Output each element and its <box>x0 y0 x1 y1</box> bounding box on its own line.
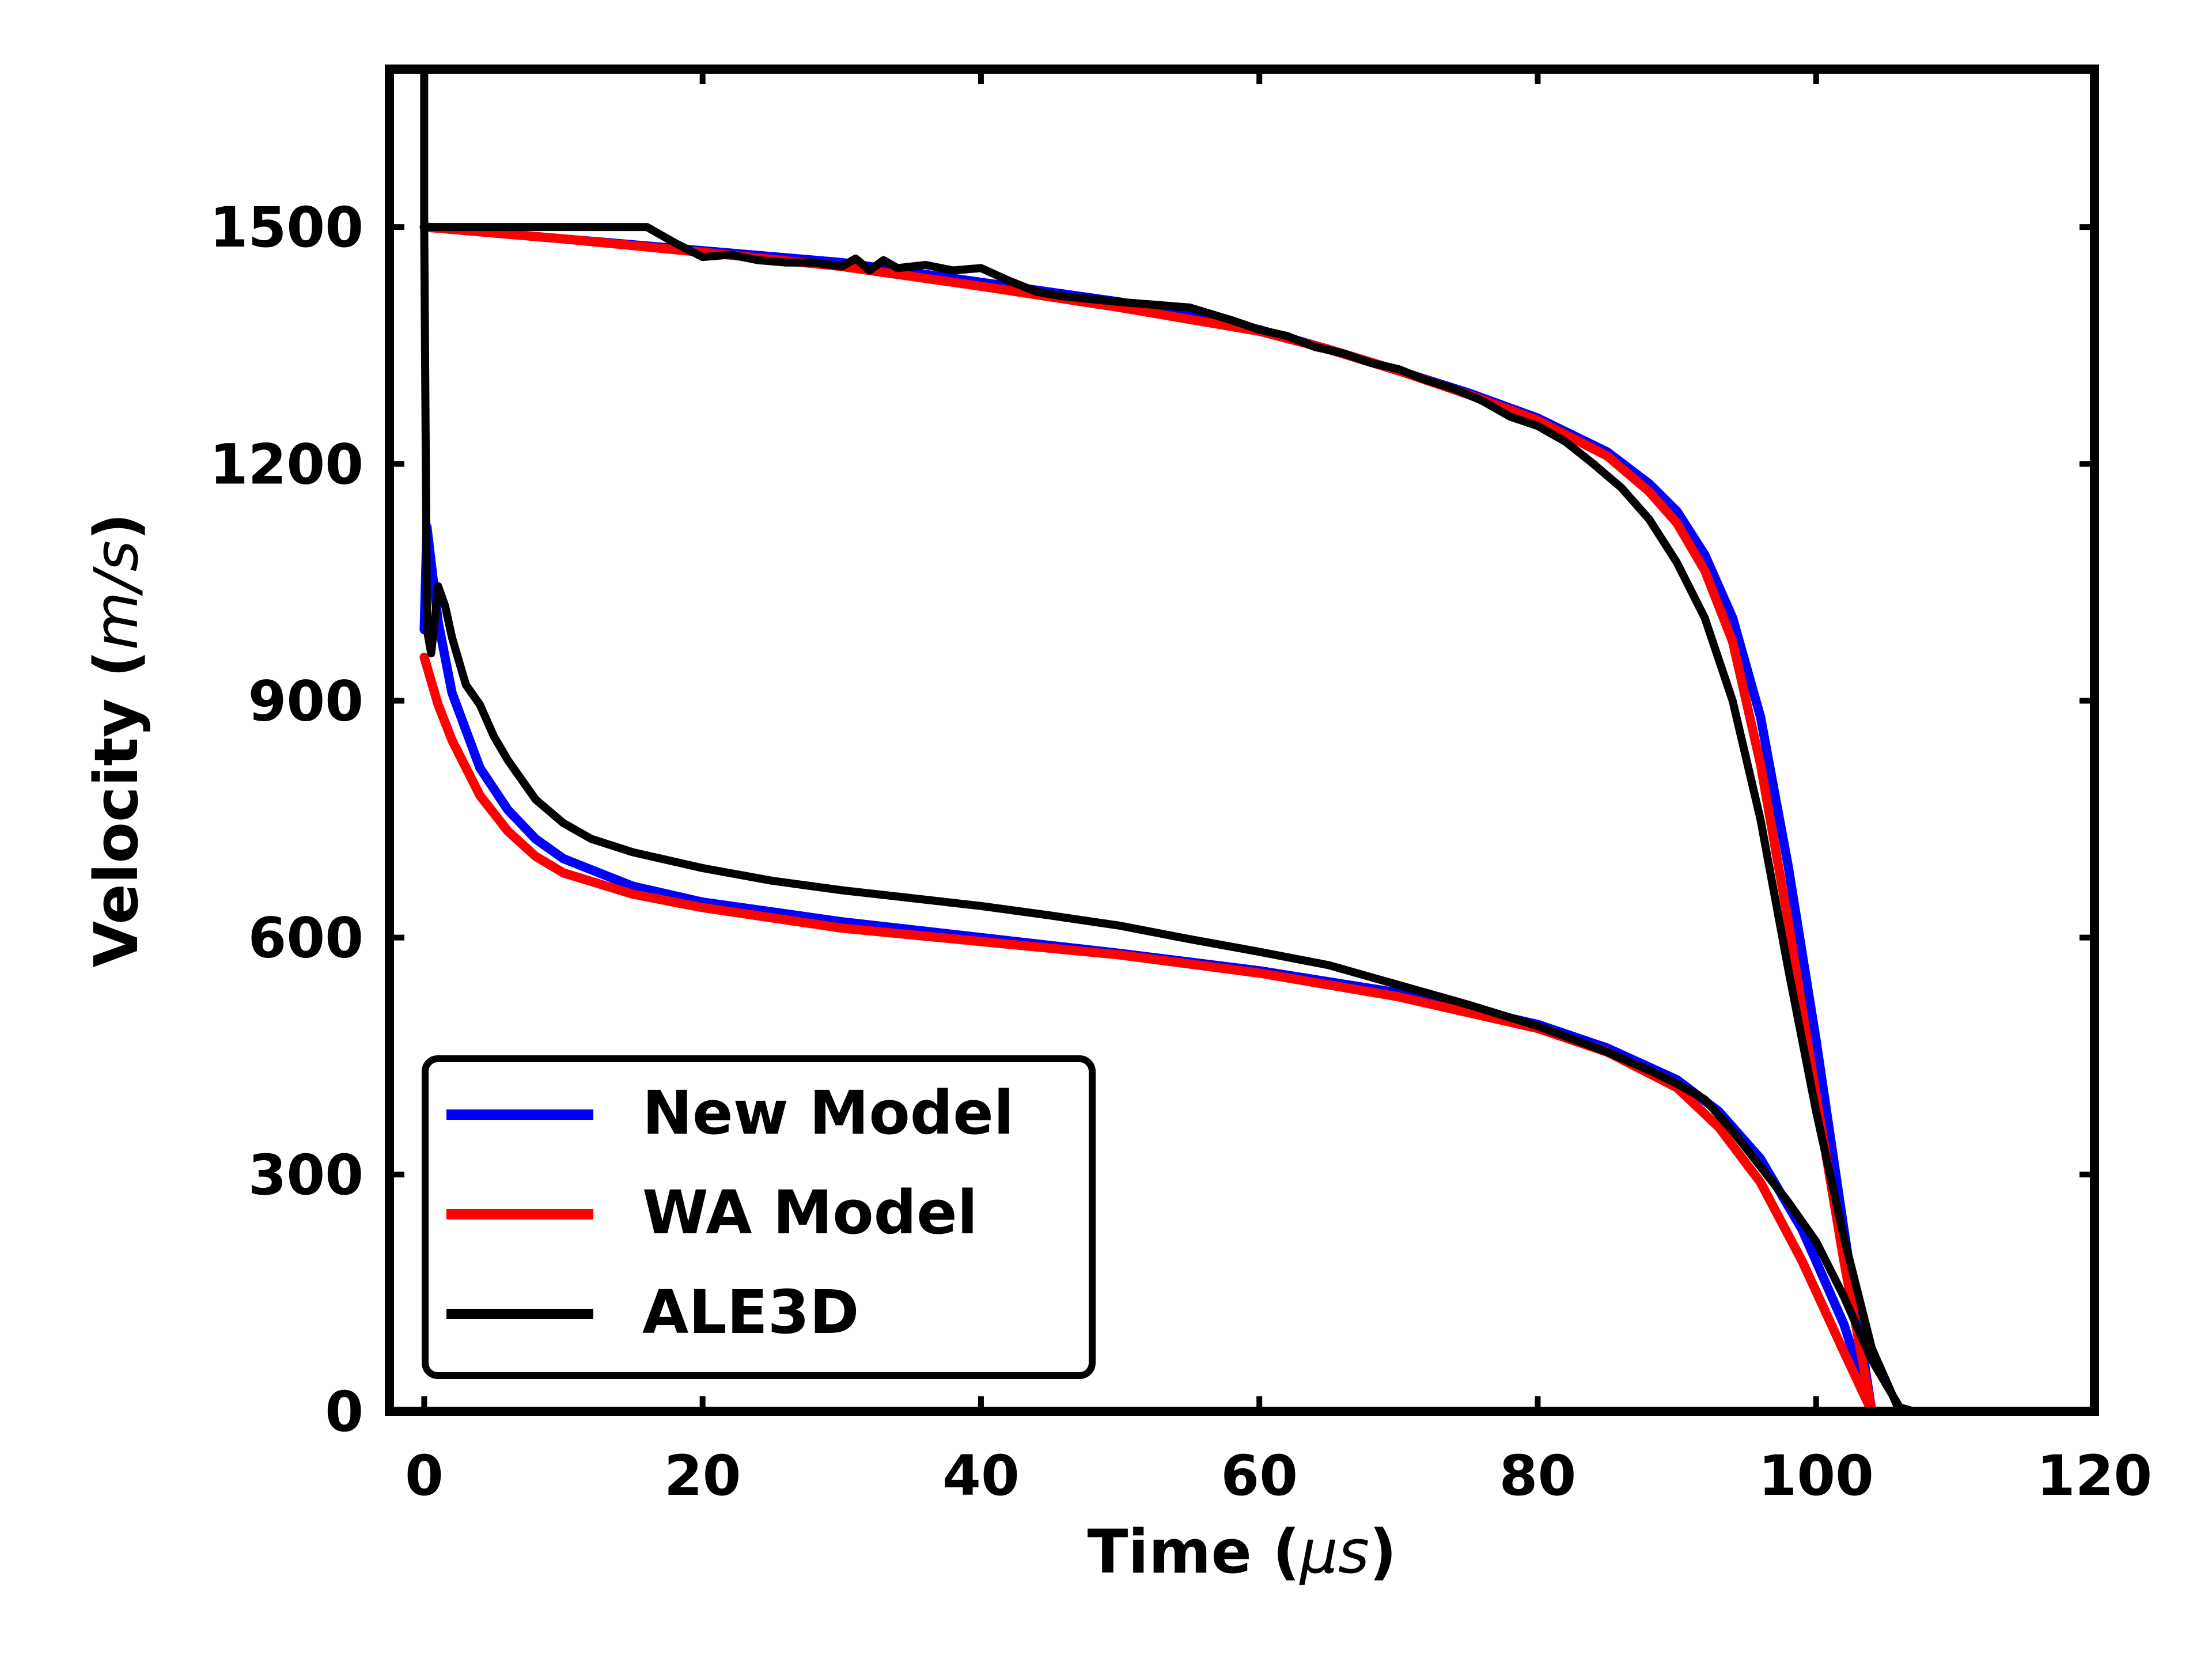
plot-frame <box>385 65 2099 1416</box>
legend-box <box>422 1055 1096 1379</box>
y-tick-label-1200: 1200 <box>210 432 363 497</box>
y-tick-label-300: 300 <box>248 1143 363 1207</box>
x-tick-label-80: 80 <box>1499 1444 1577 1508</box>
y-tick-label-900: 900 <box>248 669 363 733</box>
x-tick-label-0: 0 <box>405 1444 444 1508</box>
x-tick-label-20: 20 <box>664 1444 741 1508</box>
legend-label-wa-model: WA Model <box>642 1177 978 1248</box>
y-tick-label-1500: 1500 <box>210 195 363 260</box>
x-tick-label-120: 120 <box>2037 1444 2152 1508</box>
legend-label-new-model: New Model <box>642 1078 1014 1148</box>
series-wa-model-upper-line <box>419 222 1877 1416</box>
series-layer <box>419 65 1918 1416</box>
y-axis-title: Velocity (m/s) <box>81 513 151 967</box>
y-tick-label-0: 0 <box>325 1380 363 1444</box>
x-tick-label-60: 60 <box>1221 1444 1298 1508</box>
series-wa-model-lower-line <box>419 653 1877 1416</box>
y-tick-label-600: 600 <box>248 906 363 971</box>
series-ale3d-upper-line <box>420 65 1904 1415</box>
x-tick-label-40: 40 <box>942 1444 1020 1508</box>
x-axis-title: Time (μs) <box>1087 1517 1396 1587</box>
legend-label-ale3d: ALE3D <box>642 1277 859 1347</box>
series-ale3d-lower-line <box>420 223 1918 1415</box>
legend: New Model WA Model ALE3D <box>422 1055 1096 1379</box>
x-tick-label-100: 100 <box>1759 1444 1874 1508</box>
